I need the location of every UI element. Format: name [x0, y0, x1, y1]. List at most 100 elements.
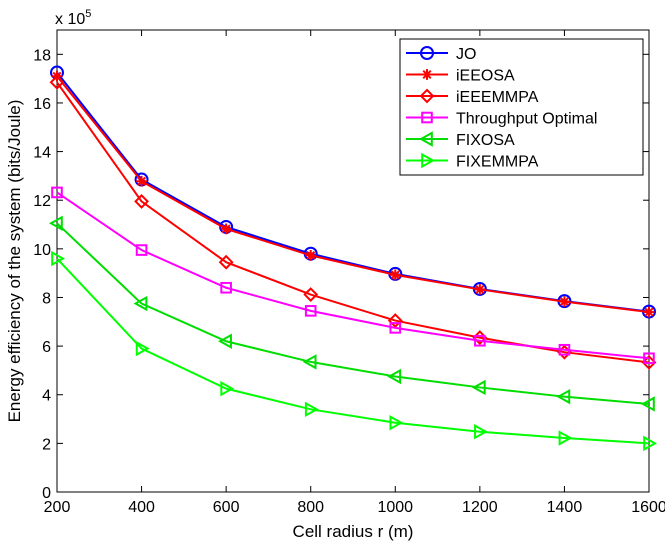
x-tick-label: 1600	[631, 499, 665, 516]
x-axis: 200 400 600 800 1000 1200 1400 1600	[44, 30, 665, 516]
legend-label: FIXEMMPA	[456, 154, 539, 171]
data-point	[640, 396, 655, 412]
data-point	[389, 269, 401, 281]
data-point	[133, 295, 148, 312]
data-point	[418, 131, 433, 147]
data-point	[135, 244, 148, 256]
exponent-base: x 10	[55, 11, 85, 28]
data-point	[220, 380, 235, 397]
data-point	[218, 254, 234, 270]
x-tick-label: 400	[128, 499, 155, 516]
exponent-label: x 105	[55, 8, 91, 28]
data-point	[421, 69, 433, 80]
data-point	[419, 88, 435, 104]
series-line	[56, 81, 650, 364]
data-point	[387, 313, 403, 328]
data-point	[474, 284, 486, 295]
legend-entry: FIXEMMPA	[406, 152, 539, 171]
asterisk-stroke	[559, 297, 569, 307]
series-ieeosa	[51, 70, 655, 318]
data-point	[304, 305, 317, 317]
data-point	[49, 74, 65, 90]
y-axis: 0 2 4 6 8 10 12 14 16 18	[33, 47, 649, 502]
x-tick-label: 600	[213, 499, 240, 516]
y-axis-label: Energy efficiency of the system (bits/Jo…	[5, 100, 24, 423]
data-point	[387, 368, 402, 385]
asterisk-stroke	[475, 284, 485, 294]
data-point	[471, 379, 486, 396]
asterisk-stroke	[221, 224, 231, 234]
asterisk-stroke	[390, 270, 400, 280]
legend-entry: iEEEMMPA	[406, 88, 539, 106]
data-point	[303, 287, 319, 302]
y-tick-label: 0	[42, 485, 51, 502]
asterisk-stroke	[422, 70, 432, 79]
data-point	[421, 111, 433, 124]
y-tick-label: 14	[33, 145, 51, 162]
data-point	[51, 250, 66, 267]
y-tick-label: 8	[42, 290, 51, 307]
x-tick-label: 200	[44, 499, 71, 516]
data-point	[558, 430, 573, 446]
data-point	[474, 423, 488, 440]
data-point	[134, 194, 149, 209]
series-fixosa	[48, 215, 655, 412]
legend: JO iEEOSA iEEEMMPA Throughput Optimal FIXOSA…	[399, 38, 644, 176]
data-point	[389, 322, 402, 334]
y-tick-label: 6	[42, 339, 51, 356]
y-tick-label: 2	[42, 436, 51, 453]
x-tick-label: 800	[297, 499, 324, 516]
y-tick-label: 12	[33, 193, 51, 210]
series-line	[56, 191, 650, 360]
data-point	[474, 334, 486, 347]
data-point	[302, 354, 317, 370]
data-point	[48, 215, 63, 232]
x-tick-label: 1400	[547, 499, 583, 516]
legend-entry: iEEOSA	[406, 68, 515, 85]
exponent-power: 5	[85, 8, 91, 20]
data-point	[643, 435, 658, 452]
y-tick-label: 10	[33, 242, 51, 259]
data-point	[136, 175, 147, 187]
legend-label: JO	[456, 46, 476, 63]
asterisk-stroke	[137, 176, 147, 186]
series-line	[56, 75, 650, 314]
legend-label: iEEOSA	[456, 68, 515, 85]
data-point	[220, 281, 232, 294]
y-tick-label: 4	[42, 388, 51, 405]
asterisk-stroke	[644, 307, 654, 317]
series-fixemmpa	[51, 250, 658, 452]
data-point	[421, 152, 436, 169]
data-point	[559, 296, 570, 308]
series-layer	[48, 65, 658, 452]
svg-text:x 105: x 105	[55, 8, 91, 28]
data-point	[558, 343, 571, 356]
y-tick-label: 18	[33, 47, 51, 64]
x-tick-label: 1200	[462, 499, 498, 516]
legend-label: FIXOSA	[456, 132, 515, 149]
legend-entry: Throughput Optimal	[406, 111, 597, 128]
data-point	[304, 401, 319, 418]
data-point	[51, 186, 63, 199]
legend-entry: FIXOSA	[406, 131, 515, 149]
legend-label: iEEEMMPA	[456, 89, 539, 106]
legend-box	[399, 38, 644, 176]
data-point	[220, 223, 232, 235]
x-tick-label: 1000	[377, 499, 413, 516]
series-throughput-optimal	[51, 186, 655, 365]
x-axis-label: Cell radius r (m)	[293, 522, 414, 541]
y-tick-label: 16	[33, 96, 51, 113]
data-point	[420, 46, 434, 60]
legend-entry: JO	[406, 46, 476, 63]
series-line	[56, 222, 650, 405]
data-point	[135, 340, 150, 357]
data-point	[643, 352, 655, 365]
legend-label: Throughput Optimal	[456, 111, 597, 128]
data-point	[556, 388, 571, 405]
data-point	[218, 333, 232, 349]
data-point	[389, 415, 404, 431]
data-point	[643, 306, 655, 318]
asterisk-stroke	[306, 250, 316, 260]
series-line	[56, 257, 650, 445]
